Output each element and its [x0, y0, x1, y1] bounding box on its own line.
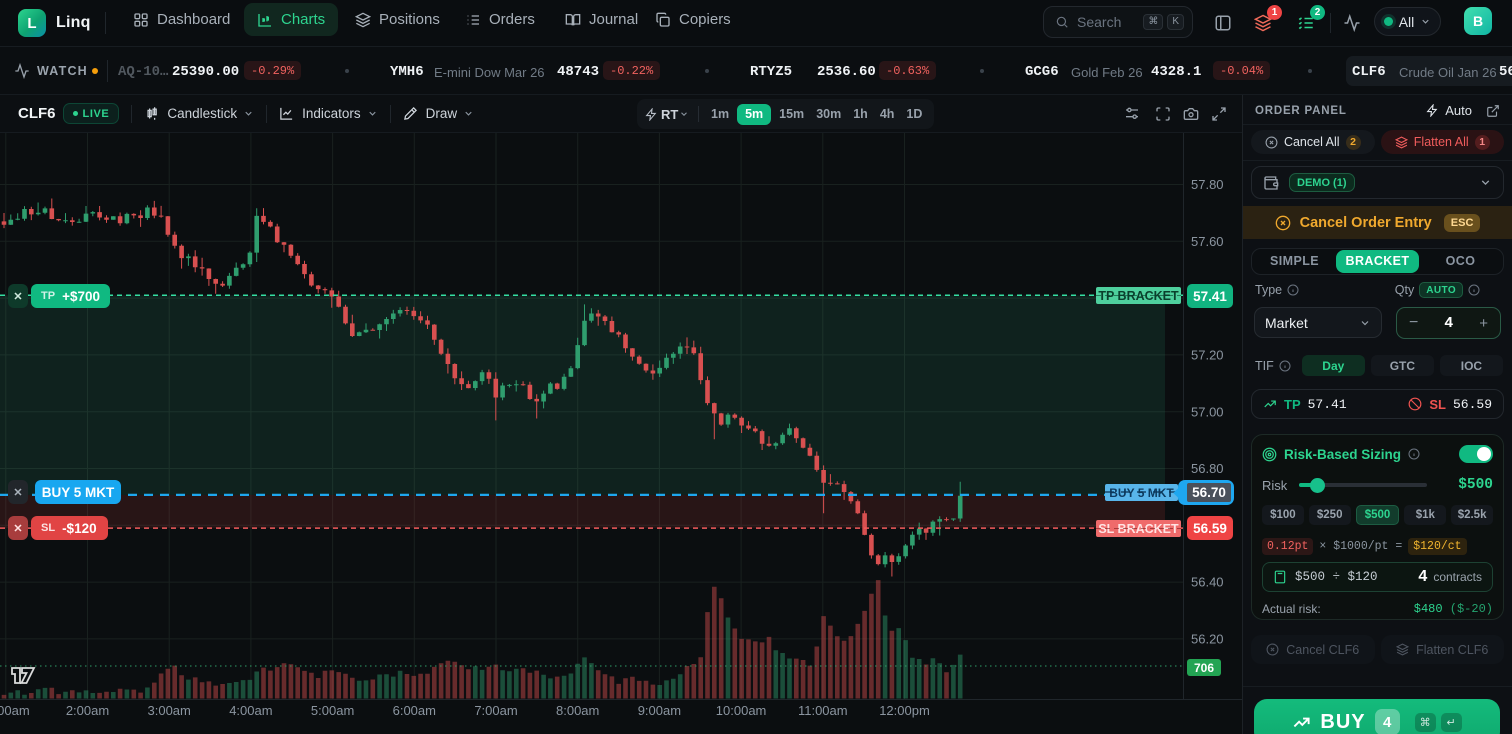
svg-text:6:00am: 6:00am	[393, 703, 436, 718]
svg-text:56.20: 56.20	[1191, 632, 1224, 647]
svg-text:1:00am: 1:00am	[0, 703, 30, 718]
svg-text:12:00pm: 12:00pm	[879, 703, 930, 718]
svg-text:5:00am: 5:00am	[311, 703, 354, 718]
svg-text:11:00am: 11:00am	[798, 703, 848, 718]
svg-text:10:00am: 10:00am	[716, 703, 767, 718]
svg-text:2:00am: 2:00am	[66, 703, 109, 718]
svg-text:57.80: 57.80	[1191, 177, 1224, 192]
svg-text:4:00am: 4:00am	[229, 703, 272, 718]
svg-text:57.00: 57.00	[1191, 405, 1224, 420]
svg-text:3:00am: 3:00am	[148, 703, 191, 718]
svg-text:8:00am: 8:00am	[556, 703, 599, 718]
svg-text:57.60: 57.60	[1191, 234, 1224, 249]
svg-text:56.40: 56.40	[1191, 575, 1224, 590]
svg-text:56.80: 56.80	[1191, 461, 1224, 476]
svg-text:9:00am: 9:00am	[638, 703, 681, 718]
svg-text:7:00am: 7:00am	[474, 703, 517, 718]
svg-text:57.20: 57.20	[1191, 348, 1224, 363]
